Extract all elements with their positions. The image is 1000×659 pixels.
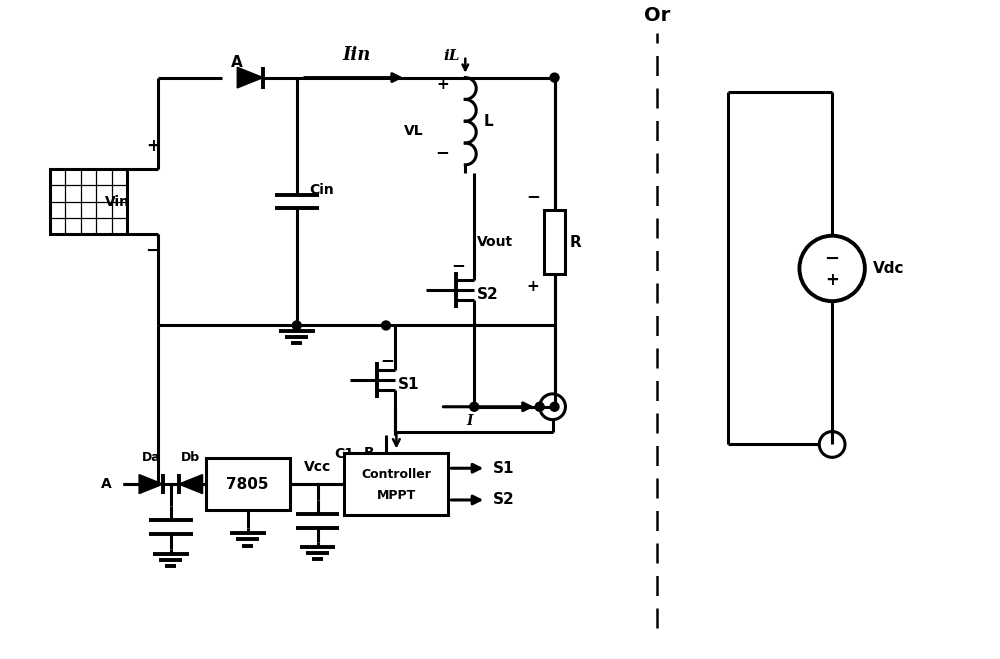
Text: 7805: 7805 bbox=[226, 476, 269, 492]
Text: −: − bbox=[380, 351, 394, 369]
Bar bbox=[50, 169, 127, 234]
Text: +: + bbox=[825, 272, 839, 289]
Text: −: − bbox=[526, 188, 540, 206]
Polygon shape bbox=[237, 67, 263, 88]
Polygon shape bbox=[179, 474, 203, 494]
Text: Vin: Vin bbox=[105, 194, 130, 208]
Text: L: L bbox=[483, 114, 493, 129]
Text: MPPT: MPPT bbox=[377, 490, 416, 503]
Text: Or: Or bbox=[644, 6, 670, 25]
Text: A: A bbox=[231, 55, 243, 70]
Text: −: − bbox=[825, 250, 840, 268]
Text: S2: S2 bbox=[477, 287, 499, 302]
Text: Db: Db bbox=[181, 451, 200, 465]
Circle shape bbox=[382, 321, 390, 330]
Text: B: B bbox=[363, 446, 374, 461]
Text: Cin: Cin bbox=[310, 183, 334, 196]
Bar bbox=[344, 453, 448, 515]
Text: A: A bbox=[101, 477, 111, 491]
Text: Vcc: Vcc bbox=[304, 460, 331, 474]
Text: −: − bbox=[451, 256, 465, 274]
Text: S1: S1 bbox=[398, 378, 419, 393]
Text: Da: Da bbox=[142, 451, 160, 465]
Text: iL: iL bbox=[444, 49, 460, 63]
Circle shape bbox=[550, 402, 559, 411]
Text: S2: S2 bbox=[493, 492, 515, 507]
Text: +: + bbox=[437, 78, 449, 92]
Text: C1: C1 bbox=[334, 447, 354, 461]
Polygon shape bbox=[139, 474, 163, 494]
Circle shape bbox=[535, 402, 544, 411]
Circle shape bbox=[292, 321, 301, 330]
Text: S1: S1 bbox=[493, 461, 515, 476]
Text: −: − bbox=[436, 143, 449, 161]
Circle shape bbox=[470, 402, 479, 411]
Text: Vdc: Vdc bbox=[873, 261, 904, 276]
Text: R: R bbox=[569, 235, 581, 250]
Circle shape bbox=[550, 73, 559, 82]
Text: VL: VL bbox=[404, 124, 424, 138]
Text: +: + bbox=[526, 279, 539, 294]
Text: I: I bbox=[466, 414, 473, 428]
Text: Vout: Vout bbox=[477, 235, 513, 249]
Text: +: + bbox=[146, 138, 160, 156]
Bar bbox=[206, 458, 290, 510]
Text: Controller: Controller bbox=[361, 468, 431, 480]
Text: Iin: Iin bbox=[342, 45, 370, 64]
Text: +: + bbox=[361, 470, 374, 484]
Bar bbox=[544, 210, 565, 274]
Text: −: − bbox=[145, 242, 161, 260]
Text: B: B bbox=[225, 477, 236, 491]
